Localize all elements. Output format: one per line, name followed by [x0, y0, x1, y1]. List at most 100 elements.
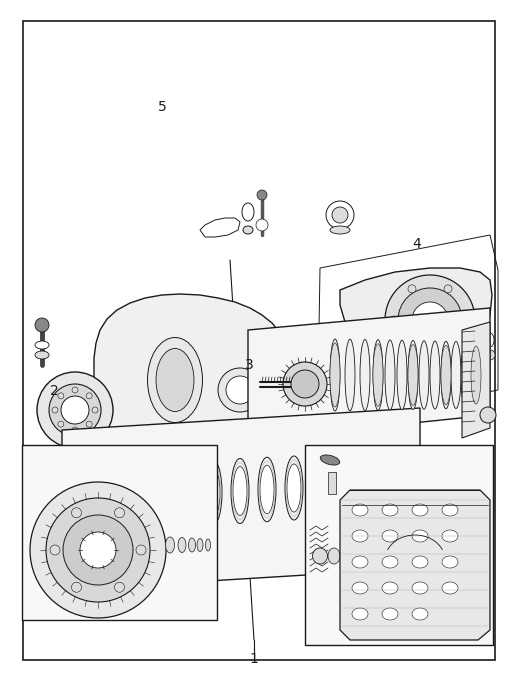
- Ellipse shape: [430, 341, 440, 409]
- Circle shape: [58, 393, 64, 399]
- Ellipse shape: [442, 530, 458, 542]
- Ellipse shape: [393, 451, 411, 513]
- Circle shape: [291, 370, 319, 398]
- Ellipse shape: [156, 349, 194, 411]
- Circle shape: [226, 376, 254, 404]
- Ellipse shape: [441, 341, 451, 409]
- Circle shape: [310, 424, 315, 429]
- Circle shape: [326, 201, 354, 229]
- Ellipse shape: [96, 465, 114, 533]
- Ellipse shape: [35, 341, 49, 349]
- Ellipse shape: [206, 468, 220, 517]
- Circle shape: [58, 421, 64, 427]
- Circle shape: [310, 427, 315, 433]
- Ellipse shape: [125, 471, 139, 522]
- Ellipse shape: [179, 469, 193, 519]
- Circle shape: [37, 372, 113, 448]
- Circle shape: [52, 407, 58, 413]
- Ellipse shape: [382, 608, 398, 620]
- Ellipse shape: [352, 504, 368, 516]
- Circle shape: [114, 508, 124, 518]
- Circle shape: [444, 285, 452, 293]
- Ellipse shape: [147, 338, 203, 422]
- Ellipse shape: [412, 504, 428, 516]
- Circle shape: [92, 407, 98, 413]
- Polygon shape: [248, 308, 490, 440]
- Ellipse shape: [67, 468, 85, 536]
- Ellipse shape: [408, 341, 418, 409]
- Ellipse shape: [314, 463, 328, 510]
- Circle shape: [398, 288, 462, 352]
- Polygon shape: [200, 218, 240, 237]
- Text: 1: 1: [249, 652, 259, 666]
- Ellipse shape: [441, 345, 451, 405]
- Circle shape: [72, 427, 78, 433]
- Polygon shape: [340, 268, 492, 370]
- Circle shape: [35, 318, 49, 332]
- Ellipse shape: [320, 455, 340, 465]
- Circle shape: [218, 368, 262, 412]
- Circle shape: [332, 207, 348, 223]
- Circle shape: [410, 500, 420, 510]
- Circle shape: [412, 302, 448, 338]
- Circle shape: [30, 482, 166, 618]
- Ellipse shape: [368, 460, 382, 507]
- Ellipse shape: [285, 456, 303, 520]
- Ellipse shape: [352, 530, 368, 542]
- Circle shape: [480, 407, 496, 423]
- Circle shape: [385, 275, 475, 365]
- Ellipse shape: [312, 455, 330, 518]
- Circle shape: [72, 387, 78, 393]
- Ellipse shape: [382, 530, 398, 542]
- Ellipse shape: [152, 471, 166, 521]
- Circle shape: [61, 396, 89, 424]
- Ellipse shape: [461, 342, 471, 408]
- Circle shape: [136, 545, 146, 555]
- Ellipse shape: [412, 556, 428, 568]
- Ellipse shape: [330, 226, 350, 234]
- Bar: [328, 472, 336, 494]
- Ellipse shape: [150, 462, 168, 529]
- Ellipse shape: [397, 341, 407, 410]
- Circle shape: [408, 285, 416, 293]
- Circle shape: [462, 316, 470, 324]
- Ellipse shape: [412, 582, 428, 594]
- Circle shape: [444, 347, 452, 355]
- Ellipse shape: [188, 538, 196, 552]
- Ellipse shape: [471, 346, 481, 404]
- Ellipse shape: [206, 539, 210, 551]
- Ellipse shape: [395, 459, 409, 505]
- Ellipse shape: [486, 333, 494, 347]
- Ellipse shape: [166, 537, 175, 553]
- Ellipse shape: [177, 461, 195, 527]
- Ellipse shape: [69, 466, 87, 534]
- Circle shape: [256, 219, 268, 231]
- Ellipse shape: [366, 452, 384, 515]
- Circle shape: [390, 316, 398, 324]
- Ellipse shape: [385, 340, 395, 410]
- Circle shape: [50, 545, 60, 555]
- Ellipse shape: [352, 582, 368, 594]
- Ellipse shape: [243, 226, 253, 234]
- Ellipse shape: [339, 453, 357, 517]
- Bar: [305, 445, 493, 645]
- Circle shape: [283, 362, 327, 406]
- Ellipse shape: [412, 608, 428, 620]
- Circle shape: [86, 421, 92, 427]
- Ellipse shape: [242, 203, 254, 221]
- Circle shape: [310, 431, 315, 436]
- Ellipse shape: [451, 341, 461, 409]
- Ellipse shape: [258, 458, 276, 522]
- Text: 2: 2: [50, 384, 59, 398]
- Circle shape: [485, 350, 495, 360]
- Circle shape: [63, 515, 133, 585]
- Text: 5: 5: [158, 100, 167, 114]
- Ellipse shape: [260, 465, 274, 514]
- Circle shape: [80, 532, 116, 568]
- Circle shape: [456, 336, 480, 360]
- Ellipse shape: [345, 339, 355, 411]
- Text: 3: 3: [244, 358, 253, 372]
- Ellipse shape: [231, 458, 249, 524]
- Ellipse shape: [71, 474, 85, 526]
- Bar: [22, 445, 217, 620]
